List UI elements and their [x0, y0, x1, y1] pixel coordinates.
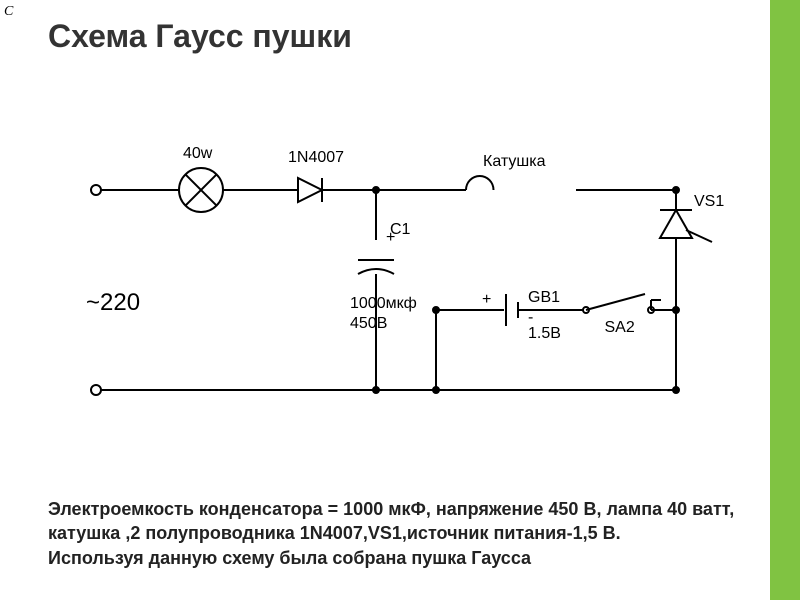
page-title: Схема Гаусс пушки [48, 18, 352, 55]
svg-text:40w: 40w [183, 145, 213, 162]
svg-text:-: - [528, 309, 533, 326]
description-text: Электроемкость конденсатора = 1000 мкФ, … [48, 497, 740, 570]
svg-text:~220: ~220 [86, 289, 140, 316]
svg-text:Катушка: Катушка [483, 153, 546, 170]
corner-label: C [4, 4, 13, 20]
svg-text:VS1: VS1 [694, 193, 724, 210]
svg-text:1.5B: 1.5B [528, 325, 561, 342]
svg-text:1N4007: 1N4007 [288, 149, 344, 166]
svg-text:GB1: GB1 [528, 289, 560, 306]
svg-text:C1: C1 [390, 221, 411, 238]
accent-bar [770, 0, 800, 600]
svg-text:+: + [482, 291, 491, 308]
svg-text:1000мкф: 1000мкф [350, 295, 417, 312]
circuit-diagram: ~22040w1N4007+C11000мкф450ВКатушкаVS1+GB… [36, 100, 756, 440]
svg-text:450В: 450В [350, 315, 387, 332]
svg-text:SA2: SA2 [605, 319, 635, 336]
